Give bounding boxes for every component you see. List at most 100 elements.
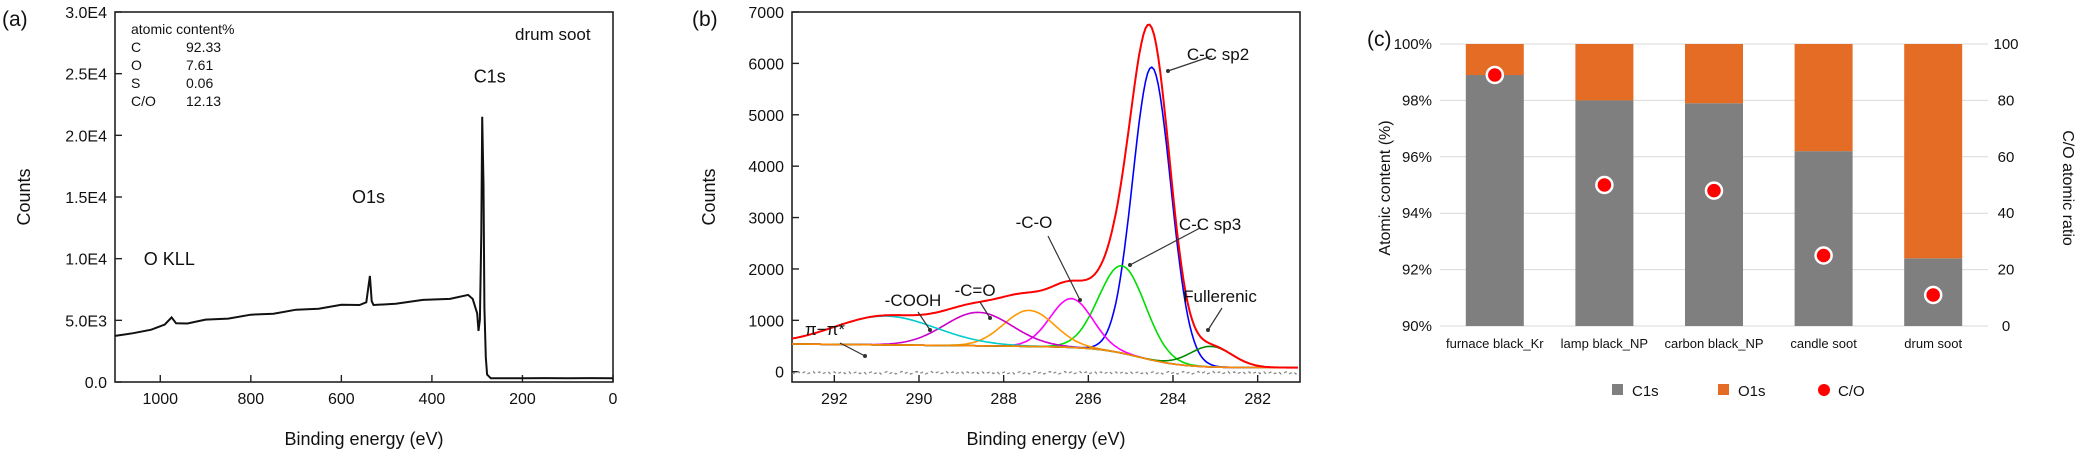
annotation-arrowhead-b: [1078, 298, 1082, 302]
annotation-arrow-b: [917, 311, 931, 331]
annotation-arrowhead-b: [863, 354, 867, 358]
y-tick-label-b: 1000: [748, 313, 784, 330]
x-axis-label-b: Binding energy (eV): [966, 429, 1125, 449]
bar-c1s: [1465, 75, 1524, 327]
legend-swatch: [1718, 384, 1729, 395]
panel-b: (b) 0 1000 2000 3000 4000 5000 6000 7000 292 290…: [692, 5, 1301, 449]
table-element-value: 92.33: [186, 39, 221, 55]
fit-peak-fullerenic: [792, 343, 1298, 369]
annotation-arrow-b: [1207, 307, 1223, 331]
y-right-tick-label-c: 80: [1998, 92, 2015, 109]
legend-label: O1s: [1738, 383, 1766, 400]
panel-a: (a) 0.0 5.0E3 1.0E4 1.5E4 2.0E4 2.5E4 3.0E4 10…: [2, 5, 618, 449]
x-axis-label-a: Binding energy (eV): [284, 429, 443, 449]
category-label-c: drum soot: [1904, 336, 1962, 351]
background-line: [792, 343, 1298, 369]
y-tick-label-b: 7000: [748, 5, 784, 22]
table-element-label: S: [131, 75, 140, 91]
y-tick-label-a: 2.0E4: [65, 128, 107, 145]
y-tick-label-a: 3.0E4: [65, 5, 107, 22]
y-axis-label-a: Counts: [14, 168, 34, 225]
category-label-c: candle soot: [1790, 336, 1857, 351]
annotation-arrowhead-b: [988, 316, 992, 320]
bar-o1s: [1794, 44, 1853, 152]
plot-frame-b: [791, 11, 1301, 383]
annotation-arrow-b: [1129, 227, 1201, 266]
atomic-content-header: atomic content%: [131, 21, 235, 37]
bar-c1s: [1575, 100, 1634, 327]
peak-annotation-b: -COOH: [885, 291, 942, 310]
category-label-c: carbon black_NP: [1665, 336, 1764, 351]
peak-annotation-b: C-C sp3: [1179, 215, 1241, 234]
peak-annotation-a: O1s: [352, 187, 385, 207]
annotation-arrowhead-b: [1128, 263, 1132, 267]
bar-c1s: [1794, 151, 1853, 326]
x-tick-label-a: 200: [509, 391, 536, 408]
x-tick-label-a: 400: [419, 391, 446, 408]
y-axis-right-label-c: C/O atomic ratio: [2059, 130, 2075, 246]
annotation-arrowhead-b: [928, 328, 932, 332]
y-tick-label-c: 100%: [1394, 36, 1432, 53]
co-ratio-marker: [1595, 175, 1614, 195]
fit-peak-cooh: [792, 311, 1298, 369]
peak-annotation-a: C1s: [474, 66, 506, 86]
y-tick-label-a: 1.5E4: [65, 190, 107, 207]
residual-line: [791, 370, 1299, 375]
legend-label: C1s: [1632, 383, 1659, 400]
fit-peak-c-o: [792, 309, 1298, 369]
bar-c1s: [1685, 103, 1743, 326]
y-tick-label-c: 96%: [1402, 149, 1432, 166]
annotation-arrowhead-b: [1166, 69, 1170, 73]
category-label-c: furnace black_Kr: [1446, 336, 1544, 351]
co-ratio-marker: [1923, 285, 1943, 305]
bar-o1s: [1904, 44, 1963, 259]
annotation-arrow-b: [1047, 235, 1081, 301]
y-right-tick-label-c: 0: [2002, 318, 2010, 335]
y-right-tick-label-c: 60: [1998, 149, 2015, 166]
table-element-label: C: [131, 39, 141, 55]
sample-title: drum soot: [515, 25, 591, 44]
x-tick-label-a: 600: [328, 391, 355, 408]
y-tick-label-b: 5000: [748, 108, 784, 125]
annotation-arrow-b: [1167, 55, 1213, 72]
y-axis-label-b: Counts: [699, 168, 719, 225]
table-element-value: 7.61: [186, 57, 213, 73]
panel-label-b: (b): [692, 8, 718, 31]
envelope-line: [791, 23, 1298, 369]
x-tick-label-b: 290: [906, 391, 933, 408]
y-axis-label-c: Atomic content (%): [1377, 120, 1394, 255]
co-ratio-marker: [1814, 246, 1833, 265]
table-element-value: 12.13: [186, 93, 221, 109]
survey-spectrum-line: [114, 116, 614, 380]
table-element-value: 0.06: [186, 75, 213, 91]
y-right-tick-label-c: 20: [1998, 262, 2015, 279]
y-tick-label-c: 90%: [1402, 318, 1432, 335]
legend-label: C/O: [1838, 383, 1865, 400]
panel-label-a: (a): [2, 8, 28, 31]
annotation-arrow-b: [839, 342, 866, 357]
peak-annotation-b: π−π*: [805, 320, 845, 339]
co-ratio-marker: [1704, 181, 1724, 200]
y-tick-label-a: 1.0E4: [65, 252, 107, 269]
y-tick-label-b: 4000: [748, 159, 784, 176]
panel-c: (c) 90% 92% 94% 96% 98% 100% 0 20 40 60 80 100 fur…: [1367, 28, 2075, 400]
y-tick-label-a: 0.0: [85, 375, 107, 392]
x-tick-label-b: 292: [821, 391, 848, 408]
y-tick-label-c: 94%: [1402, 205, 1432, 222]
peak-annotation-b: Fullerenic: [1183, 287, 1257, 306]
bar-o1s: [1685, 44, 1743, 104]
peak-annotation-b: -C-O: [1016, 213, 1053, 232]
x-tick-label-b: 288: [990, 391, 1017, 408]
x-tick-label-b: 282: [1244, 391, 1271, 408]
legend-swatch: [1612, 384, 1623, 395]
y-tick-label-a: 5.0E3: [65, 313, 107, 330]
y-tick-label-b: 3000: [748, 211, 784, 228]
table-element-label: C/O: [131, 93, 156, 109]
annotation-arrowhead-b: [1206, 328, 1210, 332]
y-tick-label-b: 0: [775, 365, 784, 382]
bar-o1s: [1575, 44, 1634, 101]
x-tick-label-a: 0: [609, 391, 618, 408]
x-tick-label-a: 800: [237, 391, 264, 408]
x-tick-label-b: 286: [1075, 391, 1102, 408]
